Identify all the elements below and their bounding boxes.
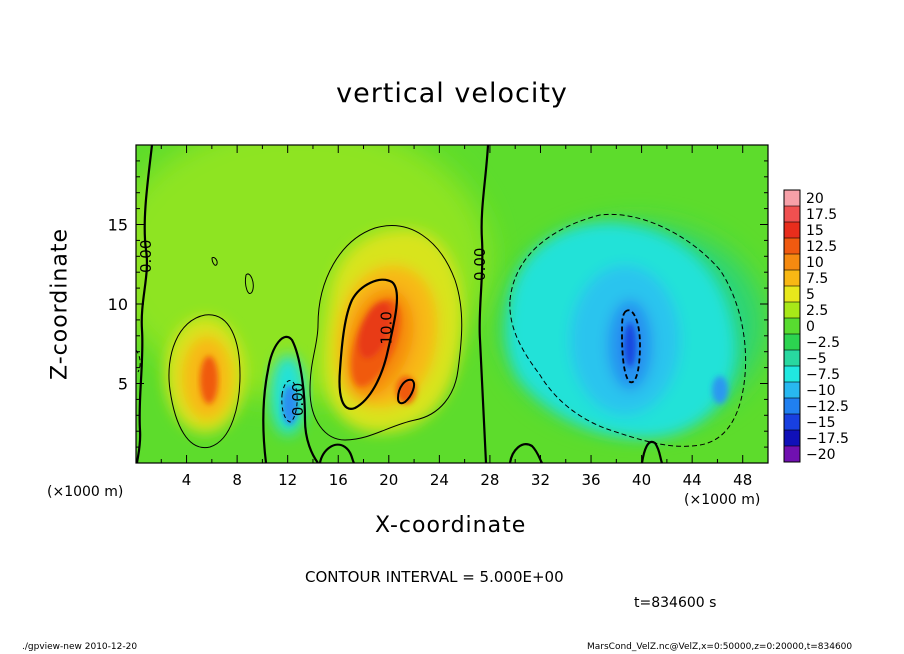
- colorbar: 2017.51512.5107.552.50−2.5−5−7.5−10−12.5…: [783, 189, 849, 463]
- x-tick-label: 48: [733, 471, 752, 489]
- colorbar-segment: [784, 302, 800, 318]
- colorbar-label: −2.5: [806, 335, 840, 351]
- contour-label: 0.00: [471, 248, 489, 281]
- colorbar-segment: [784, 206, 800, 222]
- x-axis-label: X-coordinate: [375, 513, 527, 538]
- colorbar-segment: [784, 414, 800, 430]
- contour-labels: 0.00 0.00 10.0 0.00: [137, 240, 489, 417]
- colorbar-segment: [784, 238, 800, 254]
- x-tick-label: 32: [531, 471, 550, 489]
- colorbar-segment: [784, 254, 800, 270]
- x-tick-label: 20: [379, 471, 398, 489]
- x-tick-label: 36: [581, 471, 600, 489]
- x-unit-label-right: (×1000 m): [684, 492, 761, 508]
- footer-left: ./gpview-new 2010-12-20: [22, 642, 138, 652]
- colorbar-label: 15: [806, 223, 824, 239]
- colorbar-segment: [784, 350, 800, 366]
- contour-label: 10.0: [377, 311, 395, 344]
- colorbar-label: 0: [806, 319, 815, 335]
- colorbar-label: −12.5: [806, 399, 849, 415]
- x-tick-label: 28: [480, 471, 499, 489]
- colorbar-segment: [784, 430, 800, 446]
- contour-label: 0.00: [137, 240, 155, 273]
- colorbar-segment: [784, 318, 800, 334]
- colorbar-label: 5: [806, 287, 815, 303]
- colorbar-label: 12.5: [806, 239, 837, 255]
- x-tick-label: 40: [632, 471, 651, 489]
- colorbar-segment: [784, 398, 800, 414]
- x-tick-label: 44: [683, 471, 702, 489]
- footer-right: MarsCond_VelZ.nc@VelZ,x=0:50000,z=0:2000…: [587, 642, 853, 652]
- colorbar-label: −17.5: [806, 431, 849, 447]
- colorbar-segment: [784, 446, 800, 462]
- x-unit-label-left: (×1000 m): [47, 484, 124, 500]
- colorbar-label: −10: [806, 383, 836, 399]
- colorbar-segment: [784, 382, 800, 398]
- colorbar-label: −7.5: [806, 367, 840, 383]
- y-axis-label: Z-coordinate: [47, 228, 73, 380]
- colorbar-label: 20: [806, 191, 824, 207]
- x-tick-label: 4: [182, 471, 192, 489]
- y-tick-label: 15: [108, 216, 128, 235]
- x-tick-label: 16: [329, 471, 348, 489]
- velocity-field: [136, 145, 768, 463]
- colorbar-segment: [784, 190, 800, 206]
- colorbar-label: 7.5: [806, 271, 828, 287]
- contour-interval-label: CONTOUR INTERVAL = 5.000E+00: [305, 568, 564, 586]
- time-label: t=834600 s: [634, 595, 717, 611]
- colorbar-label: −15: [806, 415, 836, 431]
- x-tick-label: 12: [278, 471, 297, 489]
- colorbar-segment: [784, 222, 800, 238]
- colorbar-label: 2.5: [806, 303, 828, 319]
- contour-lines: [136, 145, 747, 463]
- colorbar-segment: [784, 270, 800, 286]
- y-tick-label: 5: [118, 375, 128, 394]
- colorbar-label: 10: [806, 255, 824, 271]
- y-tick-label: 10: [108, 295, 128, 314]
- x-tick-label: 8: [232, 471, 242, 489]
- colorbar-label: −5: [806, 351, 827, 367]
- colorbar-label: −20: [806, 447, 836, 463]
- x-tick-label: 24: [430, 471, 449, 489]
- colorbar-segment: [784, 334, 800, 350]
- chart-title: vertical velocity: [336, 78, 568, 109]
- contour-label: 0.00: [289, 383, 307, 416]
- colorbar-segment: [784, 286, 800, 302]
- colorbar-label: 17.5: [806, 207, 837, 223]
- colorbar-segment: [784, 366, 800, 382]
